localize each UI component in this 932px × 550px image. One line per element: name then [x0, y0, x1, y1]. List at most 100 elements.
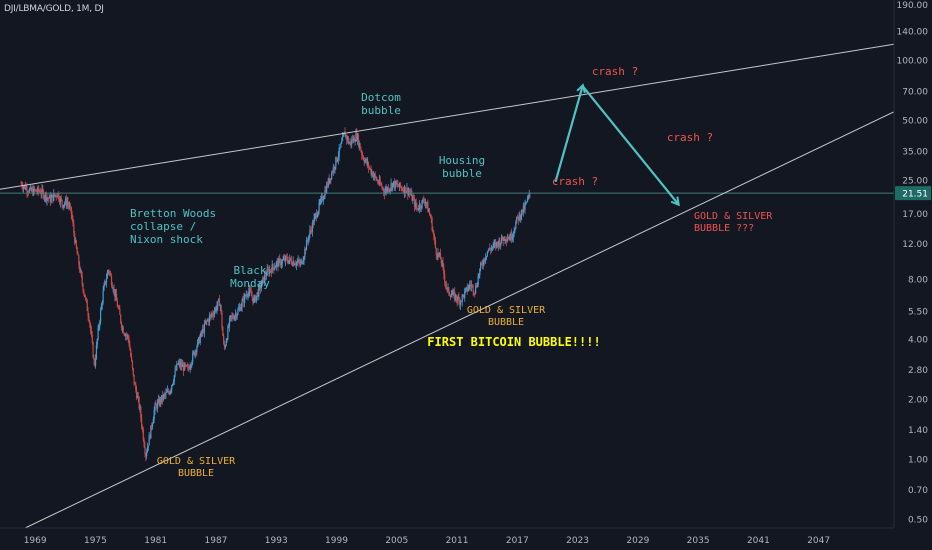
candle-body: [328, 178, 330, 183]
candle-body: [185, 365, 187, 366]
candle-body: [506, 239, 508, 241]
candle-body: [279, 258, 281, 260]
candle-body: [341, 136, 344, 141]
candle-body: [99, 321, 101, 327]
candle-body: [413, 198, 416, 207]
candle-body: [479, 268, 481, 275]
candle-body: [141, 417, 143, 427]
candle-body: [136, 389, 138, 399]
candle-body: [484, 258, 486, 261]
candle-body: [386, 188, 388, 192]
candle-body: [103, 285, 105, 291]
candle-body: [252, 297, 254, 303]
candle-body: [146, 452, 148, 457]
candle-body: [361, 151, 363, 156]
symbol-label[interactable]: DJI/LBMA/GOLD, 1M, DJ: [4, 4, 104, 14]
candle-body: [279, 259, 282, 266]
candle-body: [207, 319, 209, 321]
candle-body: [490, 247, 493, 251]
candle-body: [432, 230, 434, 232]
candle-body: [430, 217, 432, 219]
candle-body: [381, 185, 383, 188]
candle-body: [182, 364, 184, 367]
candle-body: [440, 259, 442, 264]
candle-body: [248, 291, 250, 295]
y-tick-label: 12.00: [902, 240, 928, 250]
candle-body: [211, 313, 213, 316]
candle-body: [193, 352, 195, 356]
candle-body: [38, 191, 41, 192]
candle-body: [20, 183, 22, 185]
candle-body: [166, 392, 168, 393]
candle-body: [94, 358, 97, 366]
candle-body: [477, 276, 479, 286]
candle-body: [41, 188, 43, 194]
x-tick-label: 1987: [205, 536, 228, 546]
candle-body: [475, 286, 478, 288]
candle-body: [481, 263, 483, 266]
candle-body: [120, 314, 122, 323]
candle-body: [268, 269, 270, 275]
candle-body: [208, 319, 210, 323]
candle-body: [489, 247, 491, 250]
candle-body: [163, 394, 165, 396]
candle-body: [370, 168, 372, 174]
candle-body: [231, 315, 233, 317]
candle-body: [249, 289, 251, 292]
candle-body: [123, 333, 125, 335]
candle-body: [62, 204, 64, 208]
candle-body: [377, 182, 380, 184]
candle-body: [506, 238, 509, 241]
candle-body: [86, 300, 88, 311]
candle-body: [502, 239, 504, 242]
candle-body: [525, 202, 527, 205]
y-tick-label: 35.00: [902, 147, 928, 157]
candle-body: [51, 194, 53, 198]
candle-body: [379, 179, 381, 185]
candle-body: [50, 197, 52, 203]
candle-body: [417, 208, 419, 210]
candle-body: [192, 352, 195, 354]
annotation-housing-bubble-line: bubble: [442, 167, 482, 180]
candle-body: [125, 334, 128, 336]
projection-arrow-up: [554, 86, 582, 183]
candle-body: [48, 197, 50, 199]
candle-body: [411, 192, 413, 201]
candle-body: [151, 423, 154, 428]
candle-body: [310, 230, 312, 231]
candle-body: [60, 197, 62, 200]
candle-body: [116, 300, 118, 307]
x-tick-label: 2005: [385, 536, 408, 546]
candle-body: [420, 207, 422, 209]
candle-body: [133, 374, 135, 384]
candle-body: [146, 447, 149, 453]
annotation-gold-silver-bubble-1980-line: GOLD & SILVER: [157, 456, 236, 467]
candle-body: [517, 216, 519, 221]
candle-body: [63, 204, 65, 208]
candle-body: [114, 289, 116, 297]
candle-body: [387, 187, 389, 192]
candle-body: [529, 193, 531, 195]
candle-body: [326, 184, 328, 194]
candle-body: [81, 275, 83, 284]
candle-body: [253, 297, 255, 303]
candle-body: [528, 193, 530, 197]
candle-body: [349, 141, 351, 144]
candle-body: [37, 187, 39, 192]
candle-body: [412, 198, 414, 201]
candle-body: [372, 175, 375, 177]
candle-body: [293, 261, 295, 266]
candle-body: [448, 287, 450, 294]
candle-body: [287, 260, 289, 264]
candle-body: [64, 198, 67, 204]
candle-body: [326, 184, 329, 187]
annotation-black-monday-line: Monday: [230, 277, 270, 290]
candle-body: [363, 159, 365, 163]
candle-body: [105, 281, 107, 284]
candle-body: [200, 331, 202, 337]
candle-body: [419, 204, 421, 208]
candle-body: [422, 199, 424, 201]
candle-body: [91, 335, 93, 343]
